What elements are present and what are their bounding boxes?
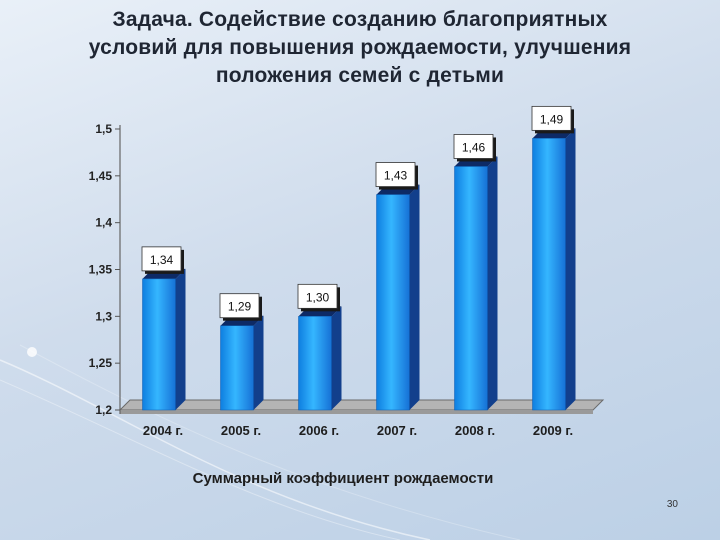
y-tick-label: 1,4	[95, 216, 112, 230]
x-tick-label: 2008 г.	[455, 423, 495, 438]
slide-title: Задача. Содействие созданию благоприятны…	[20, 6, 700, 90]
x-tick-label: 2006 г.	[299, 423, 339, 438]
x-tick-label: 2005 г.	[221, 423, 261, 438]
slide-number: 30	[666, 499, 678, 510]
bar-side	[565, 128, 576, 410]
data-label: 1,30	[306, 290, 330, 304]
bar	[454, 166, 488, 411]
data-label-box	[219, 293, 260, 319]
y-tick-label: 1,45	[89, 169, 113, 183]
background-swirl-decoration	[0, 344, 521, 540]
data-label-box	[375, 162, 416, 187]
data-label: 1,29	[228, 300, 252, 314]
y-tick-label: 1,25	[89, 356, 113, 370]
x-tick-label: 2009 г.	[533, 423, 573, 438]
data-label: 1,34	[150, 253, 174, 267]
data-label-box	[141, 246, 182, 272]
y-tick-label: 1,5	[95, 122, 112, 136]
bar-side	[175, 268, 186, 410]
data-label: 1,46	[462, 140, 486, 154]
data-label: 1,43	[384, 169, 408, 183]
chart-floor	[118, 399, 605, 411]
bar	[142, 278, 176, 411]
data-label-box	[453, 134, 494, 159]
bar	[298, 316, 332, 411]
bar	[376, 194, 410, 411]
y-tick-label: 1,3	[95, 309, 112, 323]
slide-title-line-1: Задача. Содействие созданию благоприятны…	[112, 8, 608, 31]
bar-side	[409, 184, 420, 410]
slide-title-line-3: положения семей с детьми	[215, 64, 505, 87]
data-label-box	[531, 105, 572, 131]
slide-title-line-2: условий для повышения рождаемости, улучш…	[88, 36, 632, 59]
x-tick-label: 2007 г.	[377, 423, 417, 438]
data-label: 1,49	[540, 112, 564, 126]
bar	[532, 138, 566, 411]
data-label-box	[297, 283, 338, 309]
bar-side	[331, 306, 342, 410]
bar-side	[253, 315, 264, 410]
bar	[220, 325, 254, 411]
x-tick-label: 2004 г.	[143, 423, 183, 438]
y-tick-label: 1,35	[89, 263, 113, 277]
chart-floor-edge	[120, 410, 593, 414]
y-tick-label: 1,2	[95, 403, 112, 417]
bar-side	[487, 156, 498, 410]
x-axis-title: Суммарный коэффициент рождаемости	[193, 470, 494, 487]
